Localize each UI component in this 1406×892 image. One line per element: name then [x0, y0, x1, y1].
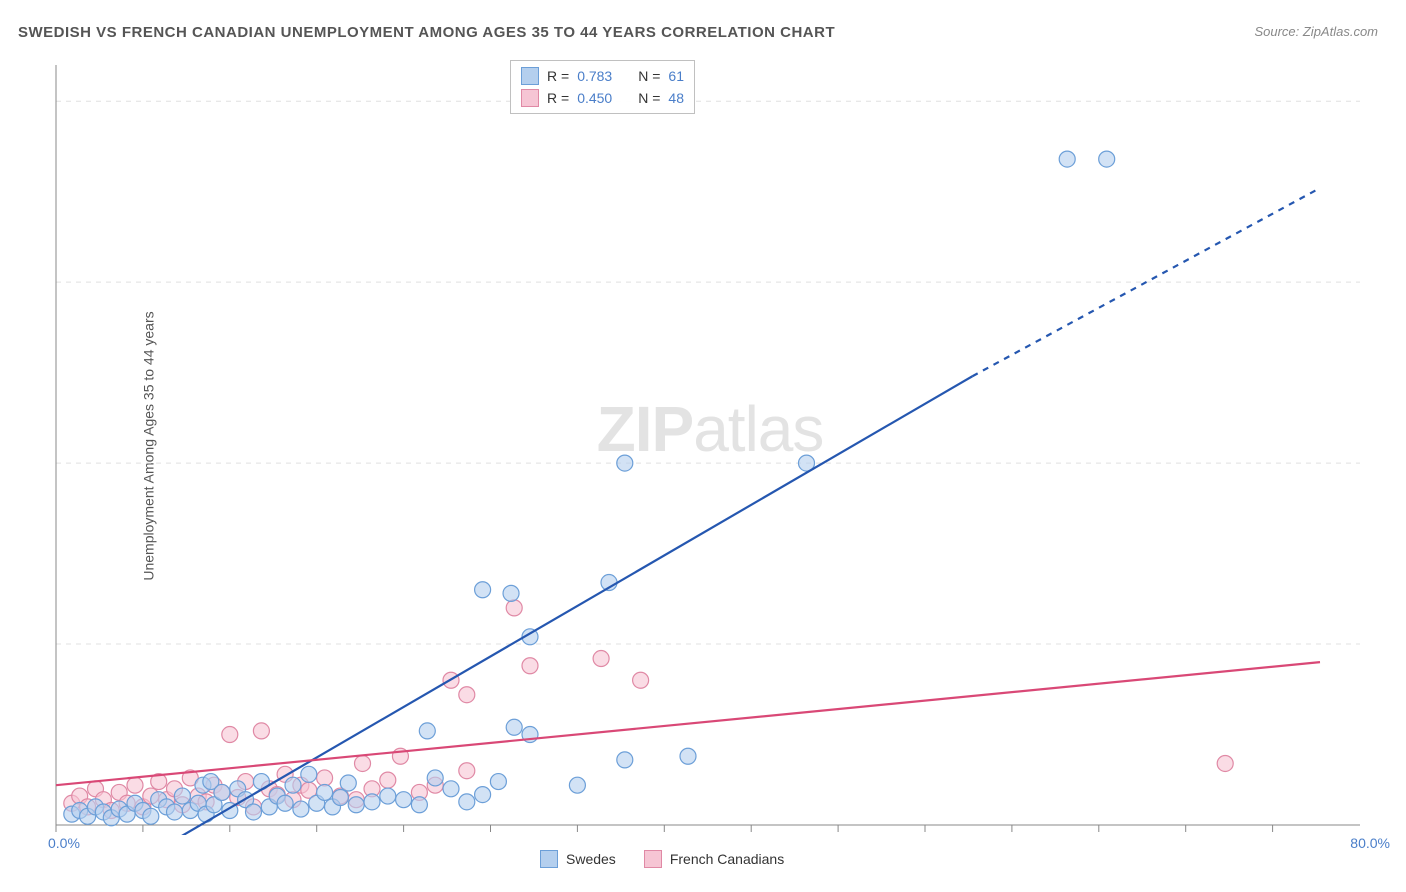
legend-item-french: French Canadians	[644, 850, 784, 868]
r-label: R =	[547, 90, 569, 106]
chart-svg: 25.0%50.0%75.0%100.0%	[50, 55, 1370, 835]
stats-legend: R = 0.783 N = 61 R = 0.450 N = 48	[510, 60, 695, 114]
n-label: N =	[638, 90, 660, 106]
source-attribution: Source: ZipAtlas.com	[1254, 24, 1378, 39]
legend-label-french: French Canadians	[670, 851, 784, 867]
legend-item-swedes: Swedes	[540, 850, 616, 868]
legend-swatch-swedes	[540, 850, 558, 868]
n-value-swedes: 61	[668, 68, 684, 84]
stats-row-swedes: R = 0.783 N = 61	[521, 65, 684, 87]
n-value-french: 48	[668, 90, 684, 106]
series-legend: Swedes French Canadians	[540, 850, 784, 868]
n-label: N =	[638, 68, 660, 84]
r-label: R =	[547, 68, 569, 84]
x-axis-max-label: 80.0%	[1350, 835, 1390, 851]
chart-title: SWEDISH VS FRENCH CANADIAN UNEMPLOYMENT …	[18, 24, 835, 41]
r-value-swedes: 0.783	[577, 68, 612, 84]
x-axis-min-label: 0.0%	[48, 835, 80, 851]
legend-label-swedes: Swedes	[566, 851, 616, 867]
stats-row-french: R = 0.450 N = 48	[521, 87, 684, 109]
swatch-french	[521, 89, 539, 107]
legend-swatch-french	[644, 850, 662, 868]
plot-area: 25.0%50.0%75.0%100.0% R = 0.783 N = 61 R…	[50, 55, 1370, 835]
r-value-french: 0.450	[577, 90, 612, 106]
swatch-swedes	[521, 67, 539, 85]
